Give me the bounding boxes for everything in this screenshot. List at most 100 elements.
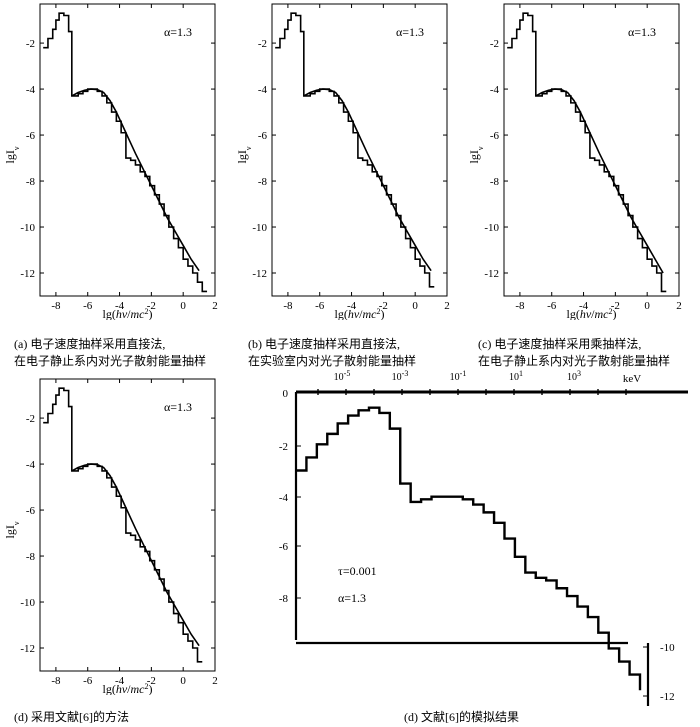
caption-c: (c) 电子速度抽样采用乘抽样法, 在电子静止系内对光子散射能量抽样 xyxy=(478,336,670,370)
caption-c-line1: (c) 电子速度抽样采用乘抽样法, xyxy=(478,337,642,351)
chart-c: -8 -6 -4 -2 0 2 -2 -4 -6 -8 -10 -12 α=1.3 lg(hν/mc2) l… xyxy=(467,3,682,321)
y-tick-label: -10 xyxy=(252,222,267,234)
panel-e: 10-5 10-3 10-1 101 103 keV 0 -2 -4 -6 -8 -10 -12 τ=0.… xyxy=(262,369,700,710)
y-tick-label: -8 xyxy=(26,176,36,188)
x-tick-label: -2 xyxy=(611,300,620,312)
alpha-annotation: α=1.3 xyxy=(164,25,192,39)
y-tick-label: -10 xyxy=(484,222,499,234)
y-tick-label: -4 xyxy=(26,459,36,471)
chart-d: -8 -6 -4 -2 0 2 -2 -4 -6 -8 -10 -12 α=1.3 lg(hν/mc2) l… xyxy=(3,378,218,696)
y-tick-label: -10 xyxy=(20,597,35,609)
x-tick-label: 0 xyxy=(412,300,418,312)
x-tick-label: -6 xyxy=(83,675,93,687)
panel-a: -8 -6 -4 -2 0 2 -2 -4 -6 -8 -10 -12 α=1.3 lg(hν/mc2) l… xyxy=(0,0,232,321)
x-axis-label: lg(hν/mc2) xyxy=(102,682,152,696)
y-tick-label: -8 xyxy=(26,551,36,563)
y-tick-label: -4 xyxy=(26,84,36,96)
caption-e-line1: (d) 文献[6]的模拟结果 xyxy=(404,710,519,724)
top-tick-label: 103 xyxy=(567,370,581,383)
x-tick-label: -8 xyxy=(51,675,61,687)
x-tick-label: -6 xyxy=(315,300,325,312)
alpha-annotation: α=1.3 xyxy=(164,400,192,414)
y-tick-label: -2 xyxy=(258,38,267,50)
x-axis-label: lg(hν/mc2) xyxy=(102,307,152,321)
chart-a: -8 -6 -4 -2 0 2 -2 -4 -6 -8 -10 -12 α=1.3 lg(hν/mc2) l… xyxy=(3,3,218,321)
y-tick-label: -12 xyxy=(660,691,675,703)
x-tick-label: -4 xyxy=(347,300,357,312)
x-tick-label: -8 xyxy=(283,300,293,312)
y-axis-label: lgIν xyxy=(3,521,21,538)
y-tick-label: -2 xyxy=(26,38,35,50)
x-tick-label: -6 xyxy=(83,300,93,312)
x-tick-label: -2 xyxy=(147,300,156,312)
panel-d: -8 -6 -4 -2 0 2 -2 -4 -6 -8 -10 -12 α=1.3 lg(hν/mc2) l… xyxy=(0,375,232,696)
y-tick-label: -12 xyxy=(484,268,499,280)
y-tick-label: -6 xyxy=(490,130,500,142)
alpha-annotation: α=1.3 xyxy=(338,591,366,605)
x-tick-label: -4 xyxy=(579,300,589,312)
caption-a: (a) 电子速度抽样采用直接法, 在电子静止系内对光子散射能量抽样 xyxy=(14,336,206,370)
y-tick-label: -4 xyxy=(258,84,268,96)
y-tick-label: -6 xyxy=(258,130,268,142)
x-tick-label: 0 xyxy=(180,300,186,312)
y-tick-label: -12 xyxy=(20,643,35,655)
caption-b-line1: (b) 电子速度抽样采用直接法, xyxy=(248,337,400,351)
x-tick-label: 2 xyxy=(212,675,218,687)
caption-b-line2: 在实验室内对光子散射能量抽样 xyxy=(248,354,417,368)
x-tick-label: 0 xyxy=(644,300,650,312)
y-tick-label: -6 xyxy=(26,505,36,517)
smooth-series xyxy=(535,88,664,274)
y-axis-label: lgIν xyxy=(235,146,253,163)
caption-c-line2: 在电子静止系内对光子散射能量抽样 xyxy=(478,354,671,368)
plot-frame xyxy=(39,3,216,297)
top-tick-label: 10-3 xyxy=(392,370,409,383)
caption-e: (d) 文献[6]的模拟结果 xyxy=(404,709,519,726)
y-tick-label: -6 xyxy=(26,130,36,142)
caption-d-line1: (d) 采用文献[6]的方法 xyxy=(14,710,129,724)
y-tick-label: -10 xyxy=(20,222,35,234)
y-tick-label: -12 xyxy=(20,268,35,280)
top-tick-label: 101 xyxy=(509,370,523,383)
histogram-series xyxy=(296,406,642,691)
y-tick-label: -12 xyxy=(252,268,267,280)
x-tick-label: 2 xyxy=(212,300,218,312)
caption-a-line2: 在电子静止系内对光子散射能量抽样 xyxy=(14,354,207,368)
y-tick-label: -10 xyxy=(660,642,675,654)
plot-frame xyxy=(503,3,680,297)
x-tick-label: -4 xyxy=(115,675,125,687)
x-tick-label: 2 xyxy=(676,300,682,312)
y-tick-label: 0 xyxy=(283,388,289,400)
panel-c: -8 -6 -4 -2 0 2 -2 -4 -6 -8 -10 -12 α=1.3 lg(hν/mc2) l… xyxy=(464,0,700,321)
histogram-series xyxy=(507,12,667,293)
panel-b: -8 -6 -4 -2 0 2 -2 -4 -6 -8 -10 -12 α=1.3 lg(hν/mc2) l… xyxy=(232,0,464,321)
y-tick-label: -8 xyxy=(490,176,500,188)
tau-annotation: τ=0.001 xyxy=(338,564,377,578)
histogram-series xyxy=(43,12,208,293)
smooth-series xyxy=(71,88,200,272)
y-tick-label: -6 xyxy=(279,541,289,553)
histogram-series xyxy=(43,387,203,663)
x-tick-label: -8 xyxy=(515,300,525,312)
caption-a-line1: (a) 电子速度抽样采用直接法, xyxy=(14,337,166,351)
smooth-series xyxy=(71,463,200,647)
chart-b: -8 -6 -4 -2 0 2 -2 -4 -6 -8 -10 -12 α=1.3 lg(hν/mc2) l… xyxy=(235,3,450,321)
y-tick-label: -8 xyxy=(279,593,289,605)
caption-b: (b) 电子速度抽样采用直接法, 在实验室内对光子散射能量抽样 xyxy=(248,336,416,370)
histogram-series xyxy=(275,12,435,288)
y-tick-label: -2 xyxy=(490,38,499,50)
x-tick-label: -6 xyxy=(547,300,557,312)
x-tick-label: -2 xyxy=(147,675,156,687)
smooth-series xyxy=(303,88,432,272)
chart-e: 10-5 10-3 10-1 101 103 keV 0 -2 -4 -6 -8 -10 -12 τ=0.… xyxy=(279,369,688,706)
plot-frame xyxy=(39,378,216,672)
top-axis-unit: keV xyxy=(623,373,641,385)
y-tick-label: -8 xyxy=(258,176,268,188)
x-tick-label: 2 xyxy=(444,300,450,312)
y-axis-label: lgIν xyxy=(3,146,21,163)
x-tick-label: -2 xyxy=(379,300,388,312)
x-tick-label: -4 xyxy=(115,300,125,312)
x-tick-label: 0 xyxy=(180,675,186,687)
plot-frame xyxy=(271,3,448,297)
top-tick-label: 10-1 xyxy=(450,370,467,383)
